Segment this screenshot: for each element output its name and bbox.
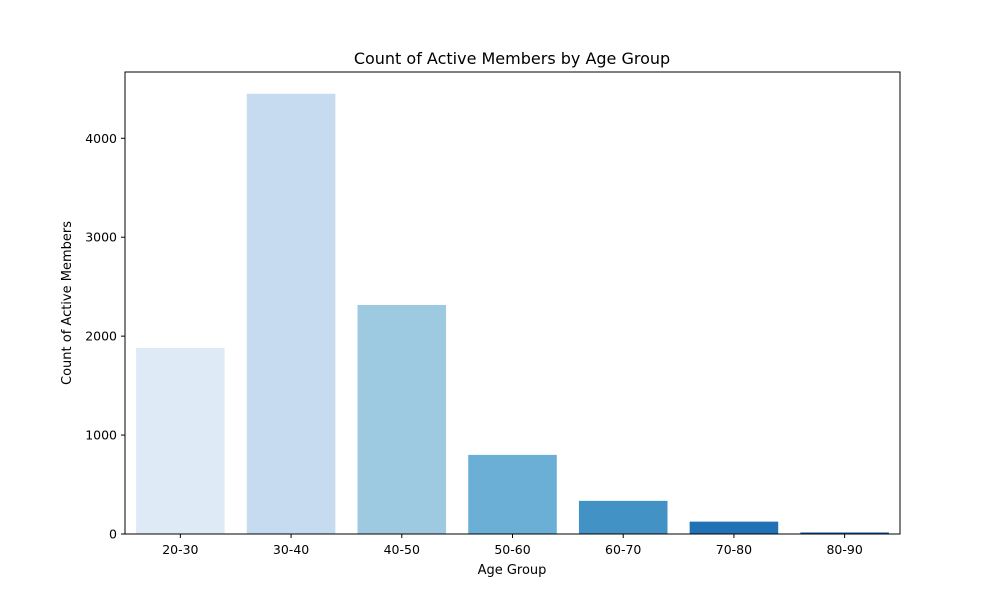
bar-20-30 (136, 348, 225, 534)
x-tick-label: 80-90 (826, 542, 862, 557)
x-tick-label: 20-30 (162, 542, 198, 557)
x-axis-label: Age Group (478, 563, 547, 578)
y-axis-label: Count of Active Members (60, 221, 75, 385)
y-tick-label: 1000 (85, 428, 117, 443)
bar-50-60 (468, 454, 557, 534)
bar-60-70 (578, 500, 668, 534)
x-tick-label: 70-80 (716, 542, 752, 557)
y-tick-label: 0 (109, 527, 117, 542)
y-tick-label: 4000 (85, 131, 117, 146)
chart-title: Count of Active Members by Age Group (354, 49, 670, 68)
y-tick-label: 3000 (85, 230, 117, 245)
x-axis-ticks: 20-30 30-40 40-50 50-60 60-70 70-80 80-90 (162, 534, 863, 557)
y-axis-ticks: 0 1000 2000 3000 4000 (85, 131, 125, 542)
bar-70-80 (689, 521, 779, 534)
x-tick-label: 30-40 (273, 542, 309, 557)
bar-30-40 (246, 93, 336, 534)
bars-group (136, 93, 889, 534)
plot-frame (124, 71, 901, 535)
bar-40-50 (357, 304, 447, 534)
x-tick-label: 40-50 (384, 542, 420, 557)
x-tick-label: 60-70 (605, 542, 641, 557)
bar-80-90 (800, 532, 889, 534)
x-tick-label: 50-60 (494, 542, 530, 557)
y-tick-label: 2000 (85, 329, 117, 344)
